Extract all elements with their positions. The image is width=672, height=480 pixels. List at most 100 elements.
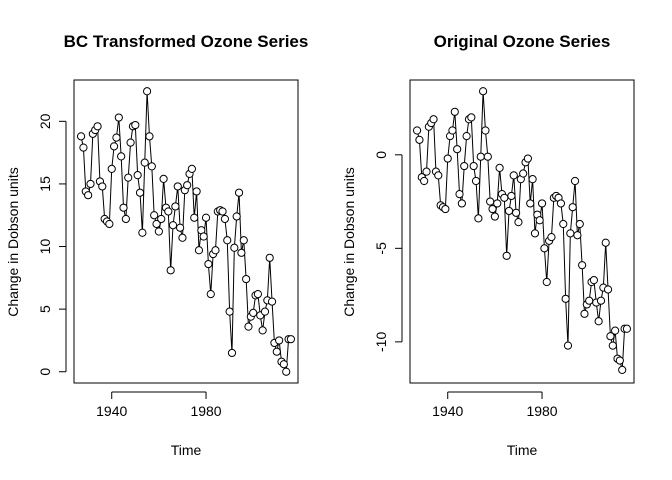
right-data-point [530, 229, 540, 238]
left-x-axis-label: Time [171, 442, 202, 458]
left-data-point [131, 120, 140, 130]
left-data-point [211, 246, 220, 255]
right-data-point [488, 204, 497, 214]
right-data-point [483, 152, 492, 161]
left-data-point [242, 274, 251, 284]
left-series-group [76, 87, 296, 376]
right-data-point [594, 317, 603, 326]
left-data-point [249, 308, 258, 317]
right-data-point [453, 145, 462, 154]
right-data-point [622, 324, 632, 333]
right-data-point [476, 152, 485, 161]
left-data-point [133, 171, 142, 180]
right-data-point [540, 244, 549, 253]
right-data-point [415, 135, 424, 144]
left-data-point [187, 164, 196, 173]
left-data-point [204, 259, 213, 269]
left-data-point [218, 207, 227, 216]
left-y-tick-label: 15 [37, 176, 53, 192]
left-data-point [159, 174, 168, 184]
left-y-axis-label: Change in Dobson units [5, 167, 21, 316]
left-y-tick-label: 0 [37, 368, 53, 376]
left-data-point [265, 253, 274, 262]
right-data-point [460, 161, 469, 171]
right-data-point [575, 219, 584, 229]
left-data-point [267, 297, 277, 306]
left-data-point [117, 152, 126, 161]
left-data-point [282, 367, 291, 376]
right-data-point [514, 218, 523, 227]
left-data-point [86, 179, 95, 189]
right-data-point [420, 176, 429, 186]
left-data-point [168, 221, 178, 230]
right-data-point [462, 132, 471, 141]
right-data-point [573, 231, 582, 240]
left-data-point [84, 191, 93, 200]
left-data-point [178, 233, 187, 242]
right-x-tick-label: 1940 [432, 403, 463, 419]
left-data-point [223, 236, 232, 245]
left-data-point [230, 243, 239, 252]
left-data-point [105, 219, 114, 229]
right-data-point [478, 87, 488, 96]
right-data-point [601, 238, 610, 247]
left-data-point [206, 290, 215, 299]
right-data-point [519, 169, 528, 178]
left-data-point [152, 219, 161, 229]
right-data-point [457, 199, 466, 208]
right-data-point [603, 285, 613, 294]
left-data-point [112, 133, 121, 142]
right-data-point [556, 199, 566, 208]
left-data-point [260, 307, 270, 316]
right-data-point [474, 214, 483, 223]
left-data-point [126, 138, 135, 147]
right-data-point [611, 326, 620, 335]
right-plot-frame [409, 79, 635, 384]
right-data-point [559, 219, 568, 229]
right-data-point [618, 365, 627, 375]
right-data-point [507, 191, 516, 201]
right-data-point [434, 171, 443, 180]
right-data-point [504, 206, 514, 216]
right-tick-group: 0 -5 -10 1940 1980 [373, 151, 558, 419]
left-y-tick-label: 20 [37, 113, 53, 129]
left-x-tick-label: 1980 [190, 403, 221, 419]
left-data-point [176, 223, 185, 232]
right-data-point [490, 212, 499, 221]
right-data-point [509, 171, 518, 180]
right-data-point [568, 203, 577, 212]
right-data-point [471, 176, 481, 186]
left-data-point [140, 158, 149, 167]
right-data-point [448, 126, 457, 135]
left-panel: BC Transformed Ozone Series Time Change … [5, 32, 308, 458]
right-data-point [450, 107, 459, 116]
left-data-point [192, 187, 201, 196]
left-data-point [244, 322, 253, 331]
left-y-tick-label: 10 [37, 239, 53, 255]
left-data-point [194, 246, 204, 255]
left-data-point [190, 213, 199, 222]
left-data-point [258, 326, 267, 335]
right-data-point [608, 341, 617, 350]
right-data-point [441, 204, 450, 214]
left-data-point [279, 360, 288, 369]
right-y-tick-label: -10 [373, 332, 389, 352]
right-data-point [570, 176, 580, 186]
right-data-point [469, 161, 478, 171]
right-data-point [502, 251, 511, 260]
right-data-point [493, 199, 502, 208]
right-data-point [578, 261, 587, 270]
right-y-axis-label: Change in Dobson units [341, 167, 357, 316]
left-data-point [138, 228, 147, 237]
right-data-point [467, 113, 476, 122]
left-data-point [157, 214, 166, 224]
left-x-tick-label: 1940 [96, 403, 127, 419]
right-data-point [606, 332, 615, 341]
right-data-point [566, 229, 575, 238]
left-data-point [119, 203, 128, 212]
right-data-point [563, 341, 573, 350]
left-data-point [286, 335, 296, 344]
right-series-group [412, 87, 632, 375]
right-data-point [455, 189, 464, 199]
right-data-point [429, 115, 438, 124]
